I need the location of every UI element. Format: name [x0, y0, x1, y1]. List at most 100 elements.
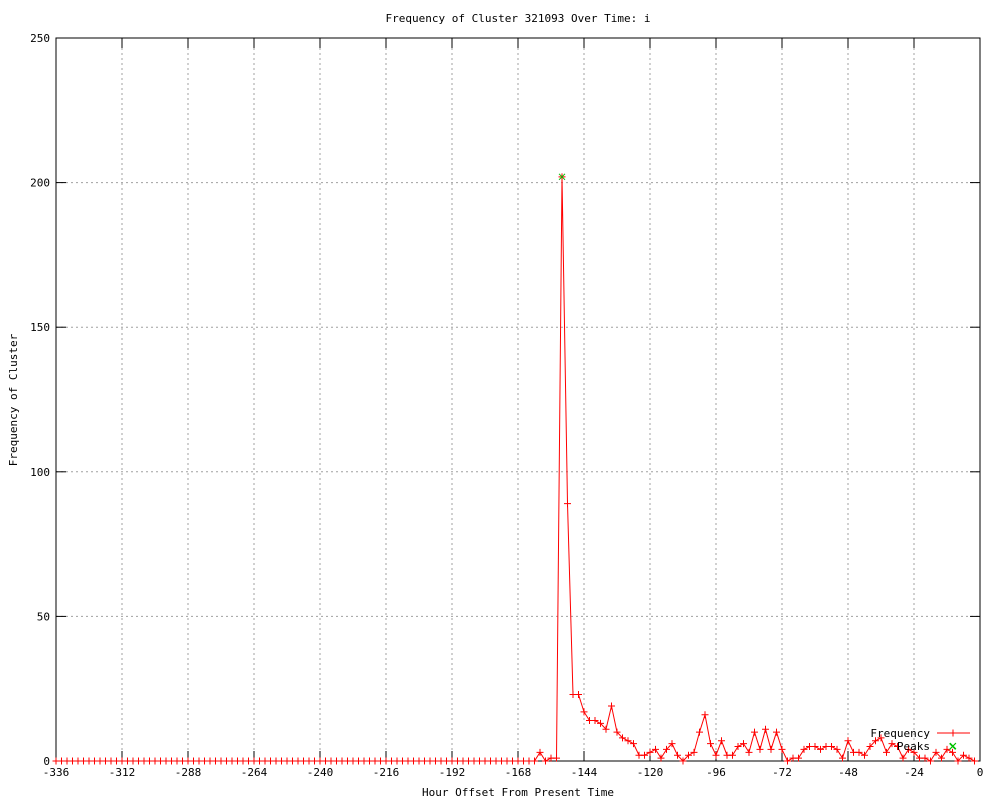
frequency-point [740, 740, 747, 748]
frequency-point [899, 754, 907, 762]
frequency-point [646, 748, 654, 756]
frequency-point [778, 745, 786, 753]
frequency-point [712, 751, 720, 759]
frequency-point [894, 743, 901, 751]
frequency-point [971, 757, 978, 765]
frequency-point [668, 740, 676, 748]
y-axis-label: Frequency of Cluster [7, 333, 20, 466]
frequency-point [828, 743, 835, 751]
x-tick-label: -312 [109, 766, 136, 779]
x-tick-label: -96 [706, 766, 726, 779]
frequency-point [564, 500, 571, 508]
frequency-point [949, 748, 956, 756]
frequency-point [696, 728, 703, 736]
frequency-point [718, 737, 725, 745]
frequency-point [624, 737, 632, 745]
frequency-point [817, 745, 824, 753]
x-tick-label: -48 [838, 766, 858, 779]
frequency-point [602, 725, 610, 733]
legend-label-frequency: Frequency [870, 727, 930, 740]
frequency-point [938, 754, 945, 762]
frequency-point [575, 690, 582, 698]
frequency-line [56, 176, 975, 762]
frequency-point [641, 751, 648, 759]
y-tick-label: 150 [30, 321, 50, 334]
frequency-point [674, 751, 681, 759]
x-tick-label: -24 [904, 766, 924, 779]
frequency-point [531, 757, 538, 765]
frequency-point [591, 717, 599, 725]
x-tick-label: -240 [307, 766, 334, 779]
frequency-point [795, 754, 802, 762]
x-tick-label: -336 [43, 766, 70, 779]
x-tick-label: 0 [977, 766, 984, 779]
frequency-point [855, 748, 863, 756]
frequency-point [542, 757, 549, 765]
frequency-point [833, 745, 841, 753]
legend: Frequency Peaks [870, 727, 970, 753]
frequency-point [608, 702, 615, 710]
x-tick-label: -192 [439, 766, 466, 779]
frequency-point [921, 754, 929, 762]
y-tick-label: 50 [37, 610, 50, 623]
y-tick-label: 100 [30, 466, 50, 479]
frequency-point [762, 725, 769, 733]
frequency-point [536, 748, 544, 756]
frequency-point [619, 734, 626, 742]
frequency-point [861, 751, 868, 759]
frequency-point [943, 745, 951, 753]
legend-marker-peaks [949, 742, 957, 750]
frequency-point [679, 757, 687, 765]
frequency-point [685, 751, 692, 759]
frequency-point [784, 757, 791, 765]
frequency-point [553, 754, 560, 762]
frequency-point [888, 740, 896, 748]
frequency-point [580, 708, 588, 716]
y-tick-label: 250 [30, 32, 50, 45]
frequency-point [800, 745, 808, 753]
frequency-point [657, 754, 665, 762]
frequency-point [960, 751, 967, 759]
legend-label-peaks: Peaks [897, 740, 930, 753]
frequency-point [729, 751, 736, 759]
frequency-point [954, 757, 962, 765]
frequency-point [630, 740, 637, 748]
frequency-point [663, 745, 670, 753]
frequency-point [932, 748, 940, 756]
x-tick-label: -168 [505, 766, 532, 779]
frequency-point [872, 737, 879, 745]
frequency-point [839, 754, 846, 762]
x-axis-label: Hour Offset From Present Time [422, 786, 614, 799]
frequency-point [905, 745, 912, 753]
frequency-point [767, 745, 775, 753]
chart-title: Frequency of Cluster 321093 Over Time: i [386, 12, 651, 25]
x-tick-label: -72 [772, 766, 792, 779]
frequency-point [811, 743, 819, 751]
frequency-point [883, 748, 890, 756]
x-tick-label: -288 [175, 766, 202, 779]
frequency-point [927, 757, 934, 765]
x-tick-label: -264 [241, 766, 268, 779]
frequency-point [690, 748, 698, 756]
frequency-point [756, 745, 764, 753]
frequency-point [844, 737, 852, 745]
frequency-point [773, 728, 780, 736]
peak-point [558, 173, 566, 181]
x-tick-label: -144 [571, 766, 598, 779]
frequency-point [707, 740, 714, 748]
frequency-point [734, 743, 742, 751]
x-tick-label: -216 [373, 766, 400, 779]
frequency-point [866, 743, 874, 751]
frequency-point [652, 745, 659, 753]
legend-marker-frequency [949, 729, 957, 737]
y-tick-label: 200 [30, 177, 50, 190]
frequency-point [877, 734, 885, 742]
grid [56, 38, 980, 761]
axis-ticks: -336 -312 -288 -264 -240 -216 -192 -168 -144 -120… [30, 32, 983, 779]
x-tick-label: -120 [637, 766, 664, 779]
frequency-point [745, 748, 753, 756]
frequency-point [613, 728, 621, 736]
y-tick-label: 0 [43, 755, 50, 768]
frequency-point [965, 754, 973, 762]
